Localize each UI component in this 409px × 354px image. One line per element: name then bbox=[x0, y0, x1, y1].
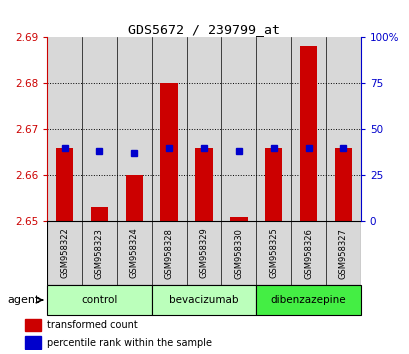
Bar bbox=[160, 83, 178, 221]
Bar bbox=[290, 37, 325, 221]
Bar bbox=[56, 148, 73, 221]
Bar bbox=[117, 221, 151, 285]
Bar bbox=[186, 37, 221, 221]
Text: GSM958326: GSM958326 bbox=[303, 228, 312, 279]
Text: dibenzazepine: dibenzazepine bbox=[270, 295, 346, 305]
Bar bbox=[151, 221, 186, 285]
Text: GSM958323: GSM958323 bbox=[95, 228, 103, 279]
Text: bevacizumab: bevacizumab bbox=[169, 295, 238, 305]
Bar bbox=[82, 37, 117, 221]
Title: GDS5672 / 239799_at: GDS5672 / 239799_at bbox=[128, 23, 279, 36]
Bar bbox=[256, 221, 290, 285]
FancyBboxPatch shape bbox=[256, 285, 360, 315]
Text: GSM958329: GSM958329 bbox=[199, 228, 208, 279]
Bar bbox=[229, 217, 247, 221]
Bar bbox=[264, 148, 282, 221]
Bar bbox=[25, 336, 41, 349]
Text: control: control bbox=[81, 295, 117, 305]
Text: GSM958327: GSM958327 bbox=[338, 228, 347, 279]
Text: GSM958325: GSM958325 bbox=[269, 228, 277, 279]
Bar bbox=[82, 221, 117, 285]
Text: transformed count: transformed count bbox=[47, 320, 137, 330]
Text: percentile rank within the sample: percentile rank within the sample bbox=[47, 338, 211, 348]
Bar bbox=[299, 46, 317, 221]
FancyBboxPatch shape bbox=[47, 285, 151, 315]
Text: GSM958330: GSM958330 bbox=[234, 228, 243, 279]
Bar bbox=[325, 221, 360, 285]
Bar bbox=[290, 221, 325, 285]
Bar bbox=[25, 319, 41, 331]
Bar bbox=[221, 221, 256, 285]
Text: GSM958322: GSM958322 bbox=[60, 228, 69, 279]
Bar bbox=[90, 207, 108, 221]
Bar bbox=[47, 37, 82, 221]
Text: GSM958324: GSM958324 bbox=[130, 228, 138, 279]
Bar bbox=[151, 37, 186, 221]
Bar bbox=[325, 37, 360, 221]
Bar bbox=[47, 221, 82, 285]
Bar bbox=[221, 37, 256, 221]
Text: agent: agent bbox=[8, 295, 40, 305]
Bar bbox=[334, 148, 351, 221]
Text: GSM958328: GSM958328 bbox=[164, 228, 173, 279]
FancyBboxPatch shape bbox=[151, 285, 256, 315]
Bar bbox=[195, 148, 212, 221]
Bar bbox=[256, 37, 290, 221]
Bar bbox=[125, 175, 143, 221]
Bar bbox=[186, 221, 221, 285]
Bar bbox=[117, 37, 151, 221]
